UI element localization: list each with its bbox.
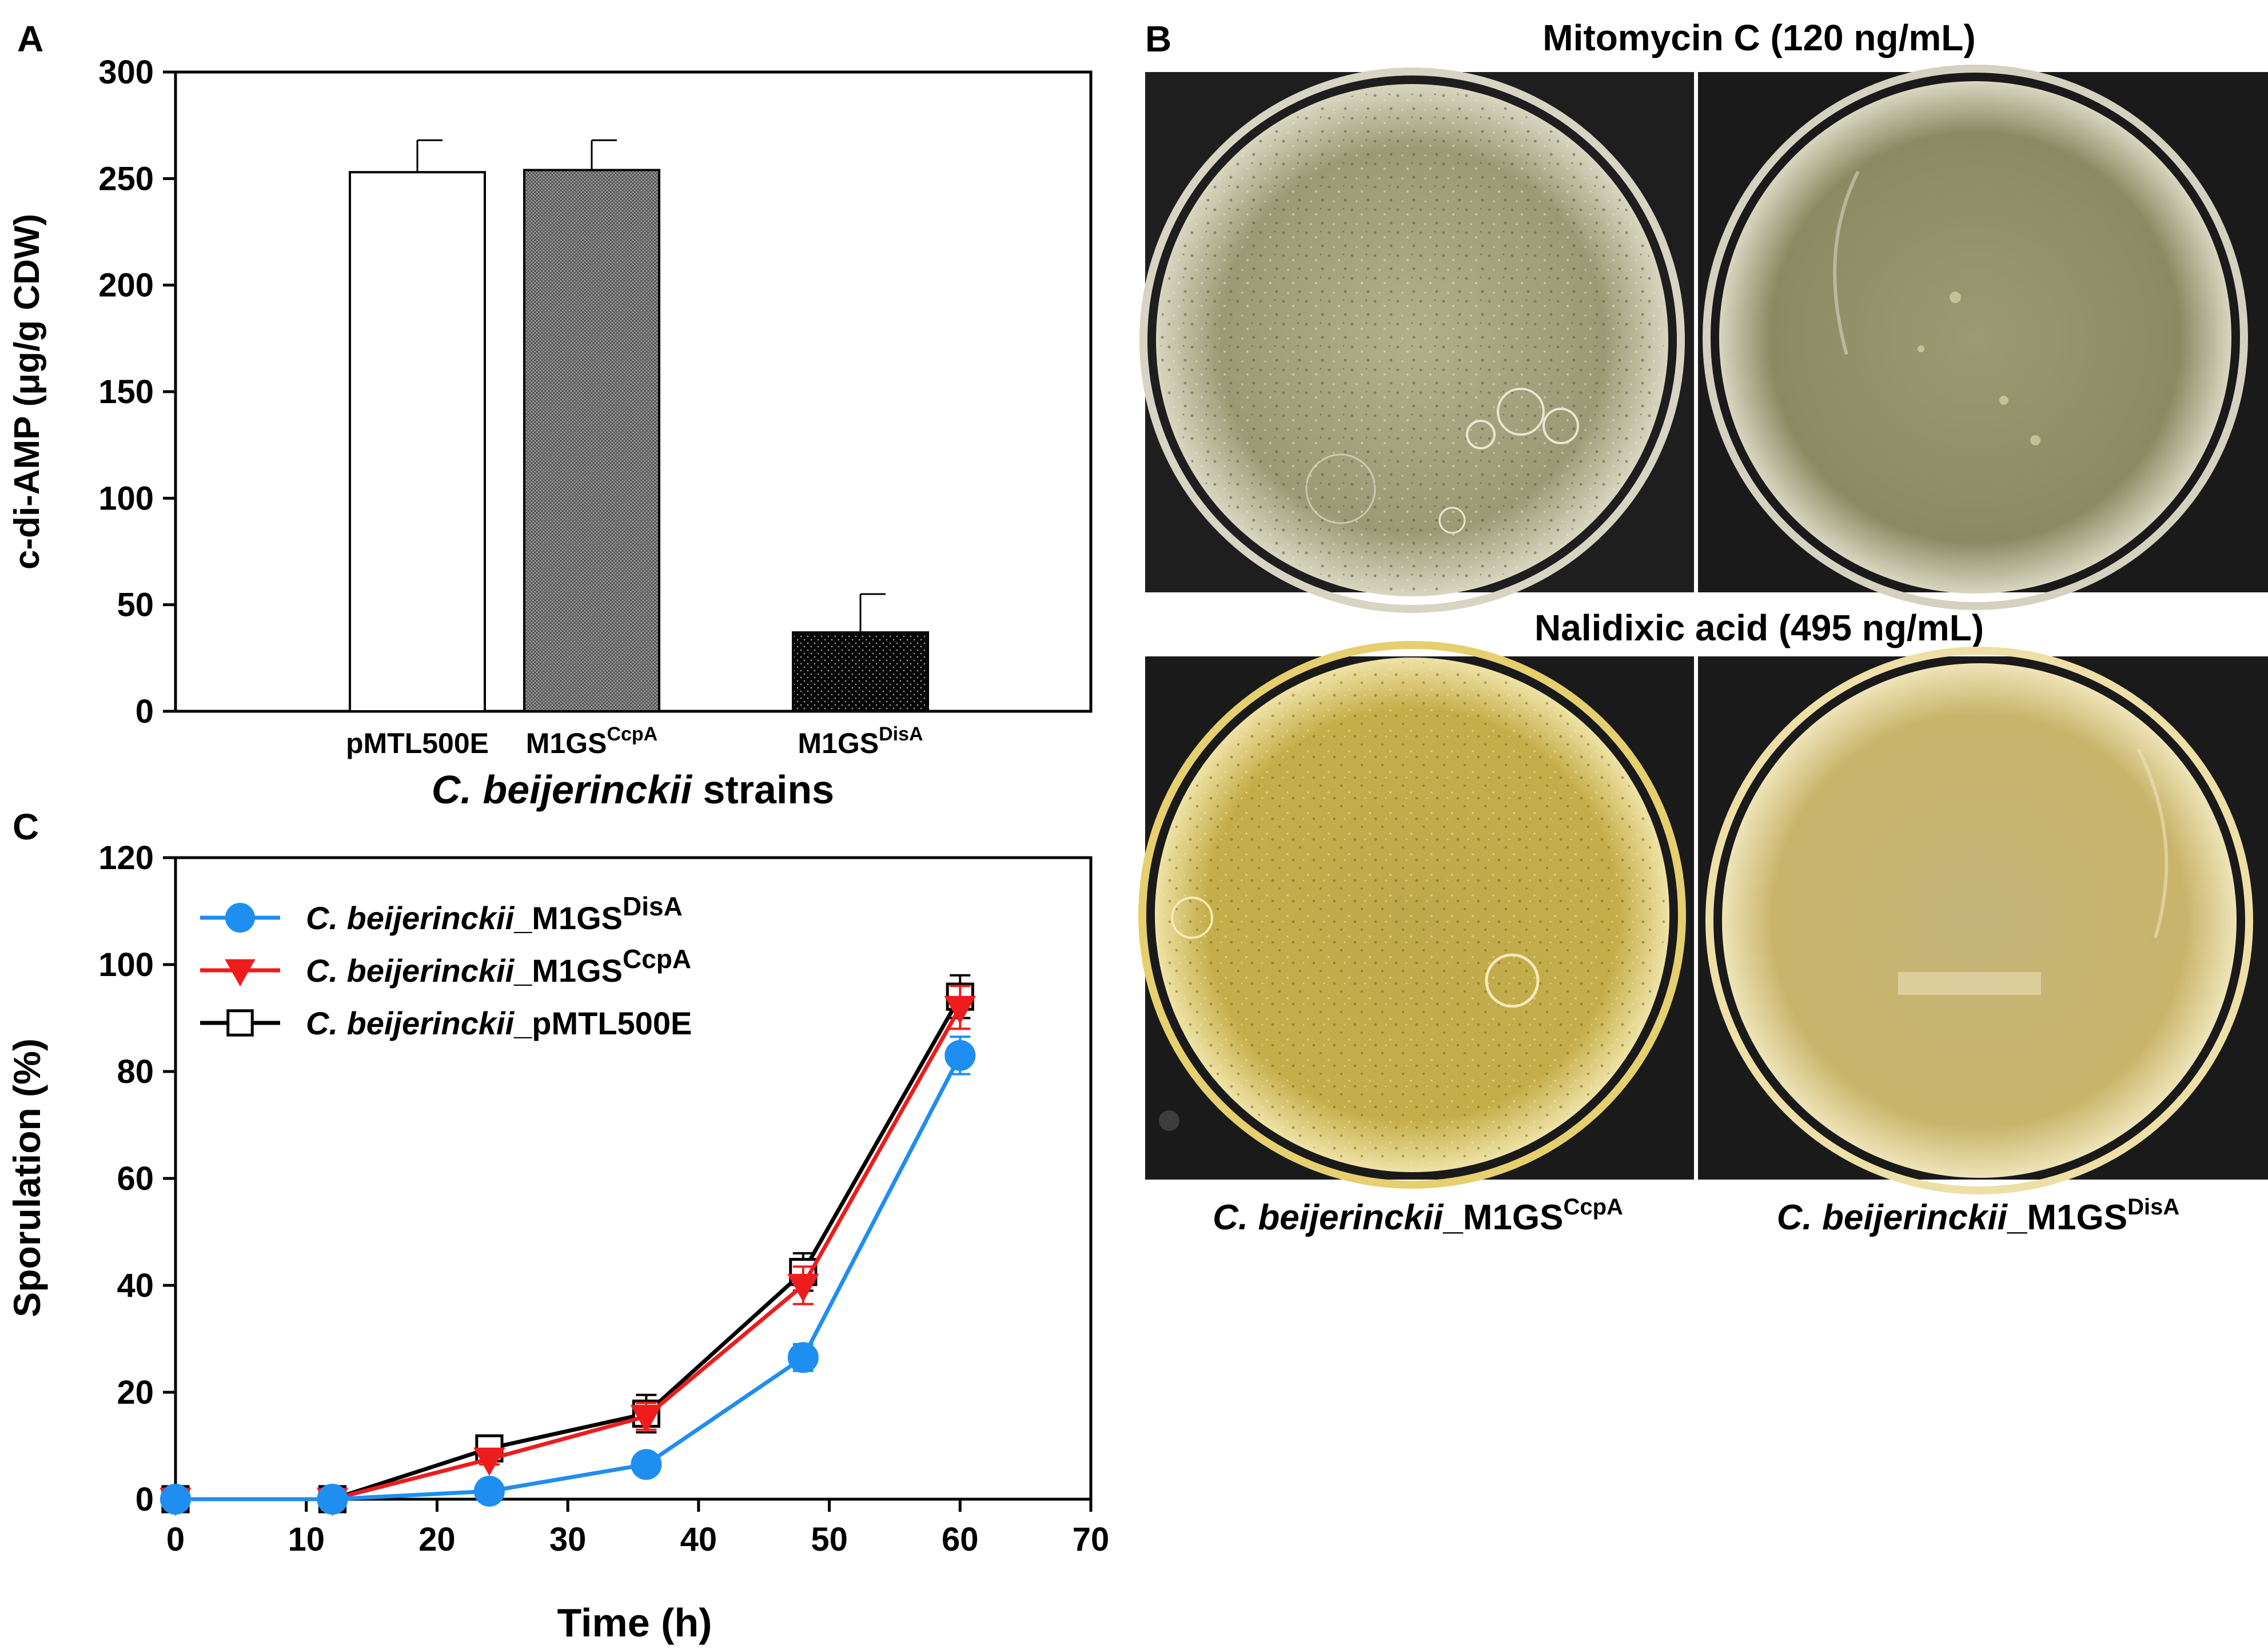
plate-caption-disa-italic: C. beijerinckii — [1777, 1198, 2008, 1237]
panel-c-point-circle — [160, 1484, 191, 1515]
panel-a-x-axis-label-italic: C. beijerinckii — [432, 767, 693, 812]
panel-a-x-axis: pMTL500E M1GSCcpA M1GSDisA — [346, 723, 923, 759]
panel-c-x-axis: 0 10 20 30 40 50 60 70 — [166, 1499, 1109, 1558]
panel-c-series-group — [161, 974, 974, 1513]
panel-a-y-axis: 0 50 100 150 200 250 300 — [98, 54, 176, 730]
panel-c-point-circle — [631, 1449, 662, 1480]
panel-c-x-tick-label: 40 — [680, 1521, 718, 1558]
panel-a-y-tick-label: 150 — [98, 373, 154, 411]
panel-c-point-triangle — [944, 995, 976, 1025]
plate-caption-ccpa-sup: CcpA — [1563, 1194, 1623, 1220]
panel-c-point-circle — [787, 1342, 819, 1373]
panel-c-point-circle — [473, 1475, 505, 1507]
panel-c-x-tick-label: 60 — [942, 1521, 979, 1558]
panel-a-bar — [792, 631, 929, 712]
panel-c-point-circle — [944, 1039, 976, 1071]
plate-caption-disa-sup: DisA — [2127, 1194, 2179, 1220]
panel-c-legend-label: C. beijerinckii_M1GSCcpA — [306, 944, 691, 989]
plate-mitomycin-disa — [1698, 65, 2268, 610]
panel-c-point-square — [226, 1009, 254, 1037]
panel-b-title-mitomycin: Mitomycin C (120 ng/mL) — [1542, 17, 1975, 58]
panel-c-legend-label: C. beijerinckii_pMTL500E — [306, 1005, 692, 1041]
panel-c-series-group — [160, 1035, 976, 1515]
plate-caption-disa-plain: _M1GS — [2007, 1198, 2127, 1237]
panel-a-y-tick-label: 50 — [117, 587, 154, 624]
panel-c-series-line — [176, 995, 962, 1501]
panel-c-x-tick-label: 10 — [288, 1521, 325, 1558]
panel-c-series-group — [160, 985, 976, 1516]
panel-c-y-tick-label: 120 — [98, 839, 154, 877]
panel-a-x-axis-label: C. beijerinckii strains — [432, 767, 834, 812]
panel-c-y-tick-label: 100 — [98, 946, 154, 983]
panel-a-category-label: M1GSDisA — [798, 723, 923, 759]
panel-a: A 0 50 100 150 200 250 300 pMTL500E M1GSCcpA M1G… — [7, 18, 1093, 812]
panel-a-bars — [349, 139, 929, 712]
plate-caption-ccpa-italic: C. beijerinckii — [1213, 1198, 1444, 1237]
plate-mitomycin-ccpa — [1139, 67, 1694, 613]
panel-a-y-axis-label: c-di-AMP (μg/g CDW) — [7, 214, 47, 569]
panel-c-y-tick-label: 40 — [117, 1267, 154, 1304]
plate-caption-ccpa: C. beijerinckii_M1GSCcpA — [1213, 1194, 1623, 1237]
panel-c-x-axis-label: Time (h) — [557, 1600, 712, 1645]
plate-nalidixic-ccpa — [1138, 641, 1694, 1189]
panel-c-x-tick-label: 50 — [811, 1521, 848, 1558]
panel-c-point-triangle — [630, 1404, 663, 1433]
panel-a-y-tick-label: 200 — [98, 267, 154, 304]
panel-a-x-axis-label-plain: strains — [692, 767, 834, 812]
panel-c-x-tick-label: 20 — [418, 1521, 456, 1558]
panel-a-y-tick-label: 0 — [135, 693, 154, 730]
panel-c-x-tick-label: 70 — [1073, 1521, 1110, 1558]
panel-c-series-line — [176, 1006, 962, 1501]
panel-c-point-triangle — [225, 959, 256, 987]
panel-c-series — [160, 974, 976, 1516]
panel-a-category-label: pMTL500E — [346, 727, 489, 759]
panel-c-y-tick-label: 80 — [117, 1053, 154, 1090]
panel-c: C 0 20 40 60 80 100 120 0 10 20 30 40 50 60 70 C. bei… — [6, 806, 1109, 1645]
panel-c-y-tick-label: 0 — [135, 1481, 154, 1518]
panel-c-y-axis-label: Sporulation (%) — [6, 1038, 48, 1317]
panel-c-point-circle — [225, 903, 255, 933]
panel-c-letter: C — [13, 806, 39, 847]
panel-a-y-tick-label: 250 — [98, 160, 154, 197]
panel-c-legend: C. beijerinckii_M1GSDisA C. beijerinckii_… — [200, 891, 692, 1041]
plate-nalidixic-disa — [1698, 647, 2268, 1194]
plate-caption-ccpa-plain: _M1GS — [1442, 1198, 1563, 1237]
panel-c-y-tick-label: 60 — [117, 1160, 154, 1197]
panel-b: B Mitomycin C (120 ng/mL) Nalidixic acid… — [1138, 17, 2268, 1237]
panel-a-category-label: M1GSCcpA — [526, 723, 658, 759]
panel-a-y-tick-label: 300 — [98, 54, 154, 91]
panel-c-y-tick-label: 20 — [117, 1374, 154, 1411]
panel-c-point-circle — [317, 1484, 348, 1515]
panel-a-y-tick-label: 100 — [98, 480, 154, 517]
panel-c-x-tick-label: 0 — [166, 1521, 185, 1558]
panel-b-letter: B — [1145, 18, 1171, 59]
panel-c-y-axis: 0 20 40 60 80 100 120 — [98, 839, 176, 1518]
panel-c-series-line — [176, 1054, 962, 1501]
plate-caption-disa: C. beijerinckii_M1GSDisA — [1777, 1194, 2180, 1237]
panel-a-bar — [523, 169, 660, 712]
panel-b-title-nalidixic: Nalidixic acid (495 ng/mL) — [1534, 607, 1984, 648]
panel-a-bar — [349, 171, 486, 712]
panel-c-legend-label: C. beijerinckii_M1GSDisA — [306, 891, 683, 936]
panel-c-point-triangle — [787, 1273, 819, 1303]
panel-c-point-triangle — [473, 1447, 505, 1476]
panel-a-letter: A — [17, 18, 43, 59]
panel-c-x-tick-label: 30 — [549, 1521, 587, 1558]
